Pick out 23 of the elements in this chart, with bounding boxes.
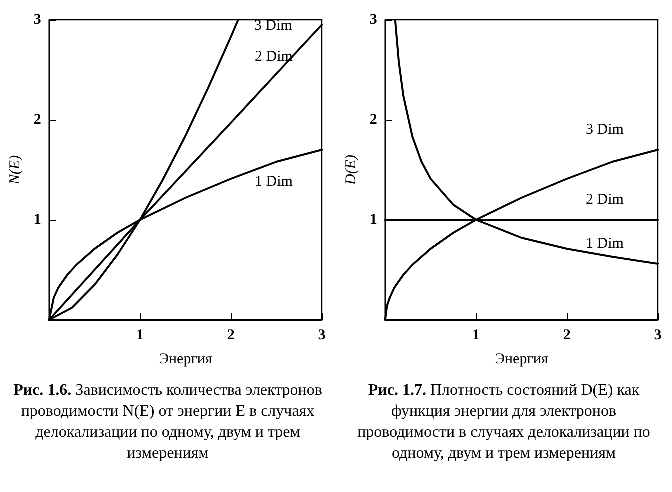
y-axis-title: D(E) — [344, 155, 360, 186]
text: Рис. 1.7. Плотность состояний D(E) как функция энергии для электронов проводимости в случаях делокализации по одному, двум и трем измерениям — [356, 381, 652, 464]
y-tick-label: 3 — [370, 12, 378, 28]
series-label: 1 Dim — [255, 174, 294, 190]
x-tick-label: 2 — [563, 328, 571, 344]
y-tick-label: 1 — [370, 212, 378, 228]
y-tick-label: 2 — [34, 112, 42, 128]
series-label: 3 Dim — [586, 122, 624, 138]
x-axis-title: Энергия — [495, 352, 548, 368]
x-axis-title: Энергия — [159, 352, 212, 368]
series-label: 1 Dim — [586, 236, 624, 252]
x-tick-label: 3 — [654, 328, 662, 344]
x-tick-label: 2 — [227, 328, 235, 344]
y-tick-label: 1 — [34, 212, 42, 228]
y-axis-title: N(E) — [8, 155, 24, 186]
y-tick-label: 2 — [370, 112, 378, 128]
x-tick-label: 1 — [472, 328, 480, 344]
series-label: 2 Dim — [586, 192, 624, 208]
text: Рис. 1.6. Зависимость количества электронов проводимости N(E) от энергии E в случаях делокализации по одному, двум и трем измерениям — [12, 381, 324, 464]
x-tick-label: 1 — [136, 328, 144, 344]
series-label: 2 Dim — [255, 49, 294, 65]
y-tick-label: 3 — [34, 12, 42, 28]
x-tick-label: 3 — [318, 328, 326, 344]
